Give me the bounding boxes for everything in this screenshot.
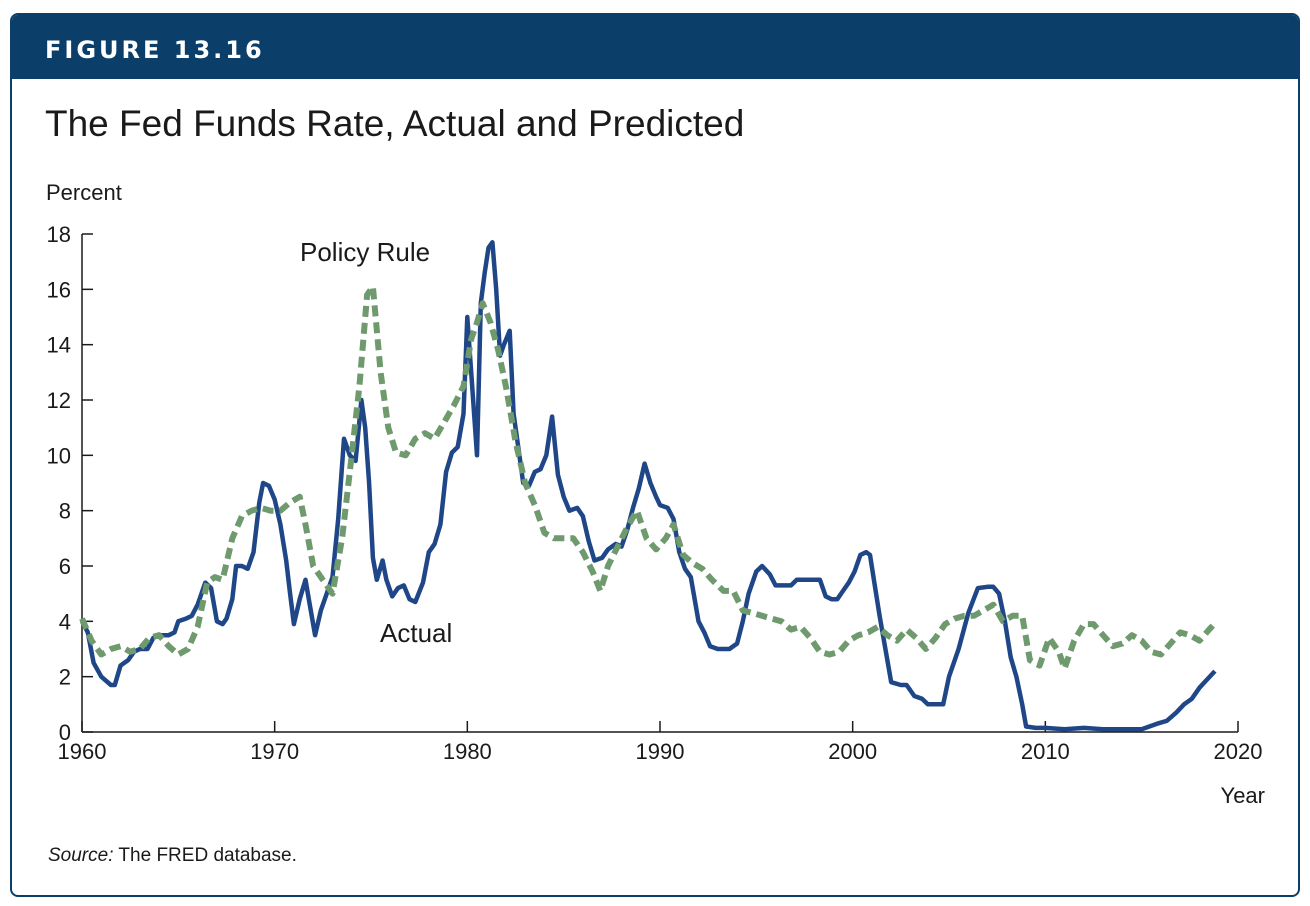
y-tick-label: 10	[47, 443, 71, 468]
y-tick-label: 8	[59, 499, 71, 524]
y-tick-label: 4	[59, 609, 71, 634]
x-tick-label: 1970	[250, 739, 299, 764]
y-tick-label: 12	[47, 388, 71, 413]
y-tick-label: 16	[47, 277, 71, 302]
policy-rule-label: Policy Rule	[300, 237, 430, 267]
x-axis-title: Year	[1221, 783, 1265, 808]
x-tick-label: 2010	[1021, 739, 1070, 764]
x-tick-label: 1990	[636, 739, 685, 764]
y-tick-label: 14	[47, 333, 71, 358]
figure-source: Source: The FRED database.	[48, 845, 297, 867]
x-tick-label: 2020	[1214, 739, 1263, 764]
figure-frame: FIGURE 13.16 The Fed Funds Rate, Actual …	[10, 13, 1300, 897]
policy-rule-line	[79, 283, 1219, 672]
y-tick-label: 0	[59, 720, 71, 745]
y-tick-label: 6	[59, 554, 71, 579]
figure-banner: FIGURE 13.16	[12, 15, 1298, 79]
x-tick-label: 1980	[443, 739, 492, 764]
y-tick-label: 18	[47, 222, 71, 247]
y-tick-label: 2	[59, 665, 71, 690]
source-text: The FRED database.	[113, 845, 297, 866]
source-label: Source:	[48, 845, 114, 866]
figure-label: FIGURE 13.16	[45, 36, 265, 64]
actual-label: Actual	[380, 618, 452, 648]
x-tick-label: 2000	[828, 739, 877, 764]
axes: 0 2 4 6 8 10 12 14 16 18 1960 1970 1980 1990 2000 2010 2…	[47, 222, 1263, 764]
figure-title: The Fed Funds Rate, Actual and Predicted	[45, 103, 745, 144]
y-axis-title: Percent	[46, 180, 122, 205]
series-layer	[79, 240, 1219, 732]
actual-line	[80, 240, 1217, 732]
x-tick-label: 1960	[58, 739, 107, 764]
